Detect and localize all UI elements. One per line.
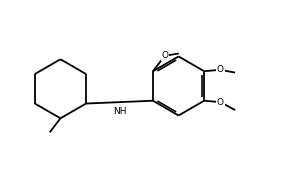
Text: O: O: [217, 98, 224, 107]
Text: O: O: [161, 51, 168, 60]
Text: O: O: [217, 65, 224, 74]
Text: NH: NH: [113, 107, 126, 116]
